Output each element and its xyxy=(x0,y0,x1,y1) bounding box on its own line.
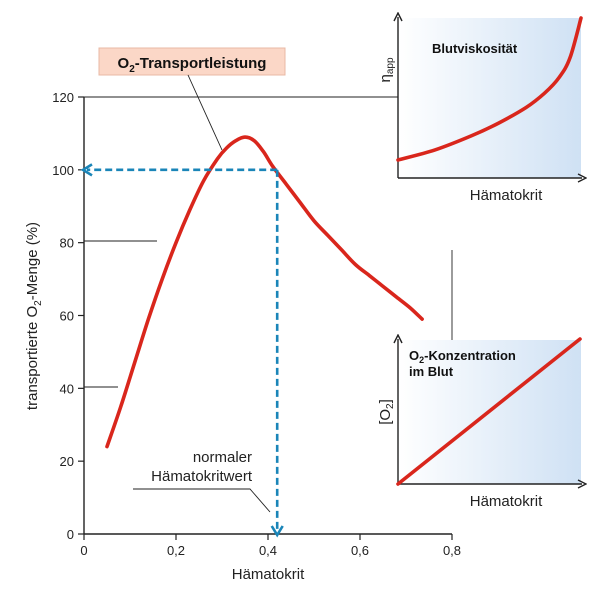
series-label-box: O2-Transportleistung xyxy=(98,47,286,76)
annotation-line-2: Hämatokritwert xyxy=(151,468,253,485)
inset-o2-x-label: Hämatokrit xyxy=(470,493,543,510)
x-tick-label: 0,4 xyxy=(259,543,277,558)
tick-layer: 0 20 40 60 80 100 120 0 0,2 0,4 0,6 0,8 xyxy=(52,90,461,558)
y-tick-label: 120 xyxy=(52,90,74,105)
annotation-leader xyxy=(133,488,271,513)
y-tick-label: 40 xyxy=(60,381,74,396)
x-tick-label: 0,6 xyxy=(351,543,369,558)
normal-hematocrit-annotation: normaler Hämatokritwert xyxy=(133,449,271,513)
main-axes xyxy=(83,97,452,535)
inset-viscosity-y-label: ηapp xyxy=(377,57,396,82)
y-axis-label: transportierte O2-Menge (%) xyxy=(24,222,44,410)
x-tick-label: 0,2 xyxy=(167,543,185,558)
x-tick-label: 0,8 xyxy=(443,543,461,558)
inset-o2-concentration: O2-Konzentration im Blut Hämatokrit [O2] xyxy=(377,339,582,510)
y-tick-label: 100 xyxy=(52,163,74,178)
inset-o2-title-line-1: O2-Konzentration xyxy=(409,348,516,365)
y-tick-label: 60 xyxy=(60,309,74,324)
series-label-text: O2-Transportleistung xyxy=(118,55,267,75)
series-label-leader xyxy=(187,74,223,151)
series-line-viscosity xyxy=(396,16,583,162)
series-line-o2-concentration xyxy=(396,337,582,486)
y-tick-label: 80 xyxy=(60,236,74,251)
x-tick-label: 0 xyxy=(80,543,87,558)
annotation-line-1: normaler xyxy=(193,449,252,466)
x-axis-label: Hämatokrit xyxy=(232,566,305,583)
inset-viscosity-title: Blutviskosität xyxy=(432,41,518,56)
inset-o2-y-label: [O2] xyxy=(377,399,396,425)
inset-viscosity-x-label: Hämatokrit xyxy=(470,187,543,204)
y-tick-label: 20 xyxy=(60,454,74,469)
series-line-o2-transport xyxy=(105,135,424,449)
inset-o2-title-line-2: im Blut xyxy=(409,364,454,379)
y-tick-label: 0 xyxy=(67,527,74,542)
inset-viscosity: Blutviskosität Hämatokrit ηapp xyxy=(377,17,582,204)
series-label-background xyxy=(98,47,286,76)
